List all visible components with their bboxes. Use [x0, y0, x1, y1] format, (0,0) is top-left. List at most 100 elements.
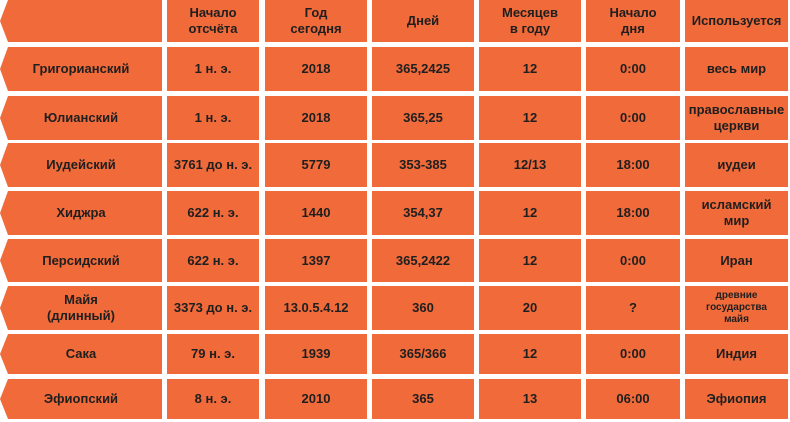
cell-current-year: 13.0.5.4.12: [265, 286, 367, 330]
header-months-per-year: Месяцев в году: [479, 0, 581, 42]
cell-current-year-text: 1397: [301, 252, 331, 268]
cell-calendar-name: Хиджра: [0, 191, 162, 235]
cell-current-year-text: 1440: [301, 205, 331, 220]
cell-epoch-start: 3761 до н. э.: [167, 143, 259, 187]
cell-used-by-text: древние государства майя: [706, 290, 767, 325]
cell-day-start-text: 06:00: [616, 391, 650, 406]
cell-epoch-start-text: 1 н. э.: [194, 110, 232, 125]
cell-epoch-start-text: 3761 до н. э.: [173, 157, 253, 172]
cell-months-per-year-text: 12/13: [513, 157, 547, 172]
cell-months-per-year-text: 12: [522, 252, 538, 268]
cell-epoch-start: 622 н. э.: [167, 191, 259, 235]
header-epoch-start-text: Начало отсчёта: [188, 5, 238, 36]
cell-months-per-year: 12: [479, 191, 581, 235]
cell-days: 354,37: [372, 191, 474, 235]
cell-days-text: 365: [412, 391, 434, 406]
cell-calendar-name-text: Персидский: [42, 252, 120, 268]
cell-used-by-text: Эфиопия: [706, 391, 767, 406]
cell-day-start-text: 18:00: [616, 205, 650, 220]
cell-epoch-start-text: 622 н. э.: [187, 205, 239, 220]
cell-calendar-name-text: Иудейский: [46, 157, 116, 172]
cell-days-text: 354,37: [403, 205, 443, 220]
cell-calendar-name: Персидский: [0, 239, 162, 282]
cell-days: 360: [372, 286, 474, 330]
cell-current-year: 2010: [265, 379, 367, 419]
cell-day-start-text: 0:00: [619, 110, 647, 125]
cell-days: 365: [372, 379, 474, 419]
cell-months-per-year-text: 20: [522, 300, 538, 315]
cell-current-year: 1440: [265, 191, 367, 235]
cell-months-per-year: 12: [479, 47, 581, 91]
cell-used-by: Индия: [685, 334, 788, 374]
cell-months-per-year: 20: [479, 286, 581, 330]
cell-used-by-text: весь мир: [706, 61, 767, 76]
cell-day-start-text: 18:00: [616, 157, 650, 172]
cell-current-year-text: 2018: [301, 110, 331, 125]
cell-epoch-start-text: 8 н. э.: [194, 391, 232, 406]
cell-day-start: ?: [586, 286, 680, 330]
cell-day-start-text: 0:00: [619, 346, 647, 361]
cell-used-by: иудеи: [685, 143, 788, 187]
cell-months-per-year-text: 12: [522, 205, 538, 220]
cell-current-year-text: 2010: [301, 391, 331, 406]
cell-current-year: 5779: [265, 143, 367, 187]
cell-calendar-name-text: Григорианский: [32, 61, 130, 76]
cell-months-per-year: 12/13: [479, 143, 581, 187]
cell-used-by-text: иудеи: [717, 157, 756, 172]
cell-months-per-year: 12: [479, 96, 581, 140]
cell-calendar-name-text: Юлианский: [43, 110, 119, 125]
cell-calendar-name: Григорианский: [0, 47, 162, 91]
cell-current-year: 2018: [265, 96, 367, 140]
cell-days: 365,25: [372, 96, 474, 140]
cell-current-year-text: 1939: [301, 346, 331, 361]
cell-calendar-name-text: Эфиопский: [43, 391, 119, 406]
cell-current-year: 1397: [265, 239, 367, 282]
header-days: Дней: [372, 0, 474, 42]
cell-calendar-name-text: Майя (длинный): [47, 292, 115, 323]
cell-used-by: древние государства майя: [685, 286, 788, 330]
cell-used-by: весь мир: [685, 47, 788, 91]
cell-used-by-text: православные церкви: [688, 102, 785, 133]
cell-days: 365,2422: [372, 239, 474, 282]
cell-day-start-text: 0:00: [619, 252, 647, 268]
cell-epoch-start-text: 3373 до н. э.: [173, 300, 253, 315]
cell-days-text: 365,25: [403, 110, 443, 125]
cell-used-by: Иран: [685, 239, 788, 282]
cell-days-text: 365/366: [399, 346, 447, 361]
cell-day-start-text: 0:00: [619, 61, 647, 76]
header-calendar-name: [0, 0, 162, 42]
cell-days-text: 353-385: [399, 157, 447, 172]
cell-epoch-start-text: 79 н. э.: [191, 346, 235, 361]
cell-day-start: 06:00: [586, 379, 680, 419]
cell-used-by-text: Индия: [715, 346, 758, 361]
header-current-year-text: Год сегодня: [290, 5, 342, 36]
cell-current-year-text: 2018: [301, 61, 331, 76]
cell-day-start: 0:00: [586, 239, 680, 282]
cell-months-per-year-text: 13: [522, 391, 538, 406]
cell-months-per-year-text: 12: [522, 61, 538, 76]
cell-months-per-year-text: 12: [522, 346, 538, 361]
cell-day-start: 0:00: [586, 96, 680, 140]
header-used-by: Используется: [685, 0, 788, 42]
cell-day-start: 0:00: [586, 47, 680, 91]
cell-day-start: 18:00: [586, 191, 680, 235]
cell-months-per-year-text: 12: [522, 110, 538, 125]
cell-days: 353-385: [372, 143, 474, 187]
header-day-start: Начало дня: [586, 0, 680, 42]
cell-day-start-text: ?: [629, 300, 637, 315]
header-months-per-year-text: Месяцев в году: [502, 5, 558, 36]
cell-epoch-start: 8 н. э.: [167, 379, 259, 419]
cell-current-year-text: 5779: [301, 157, 331, 172]
cell-calendar-name-text: Сака: [65, 346, 97, 361]
cell-days-text: 365,2425: [395, 61, 451, 76]
cell-used-by: Эфиопия: [685, 379, 788, 419]
cell-current-year: 2018: [265, 47, 367, 91]
cell-calendar-name: Майя (длинный): [0, 286, 162, 330]
cell-months-per-year: 13: [479, 379, 581, 419]
cell-epoch-start: 1 н. э.: [167, 47, 259, 91]
cell-calendar-name: Юлианский: [0, 96, 162, 140]
cell-used-by-text: Иран: [720, 252, 753, 268]
cell-days-text: 365,2422: [395, 252, 451, 268]
cell-calendar-name: Эфиопский: [0, 379, 162, 419]
